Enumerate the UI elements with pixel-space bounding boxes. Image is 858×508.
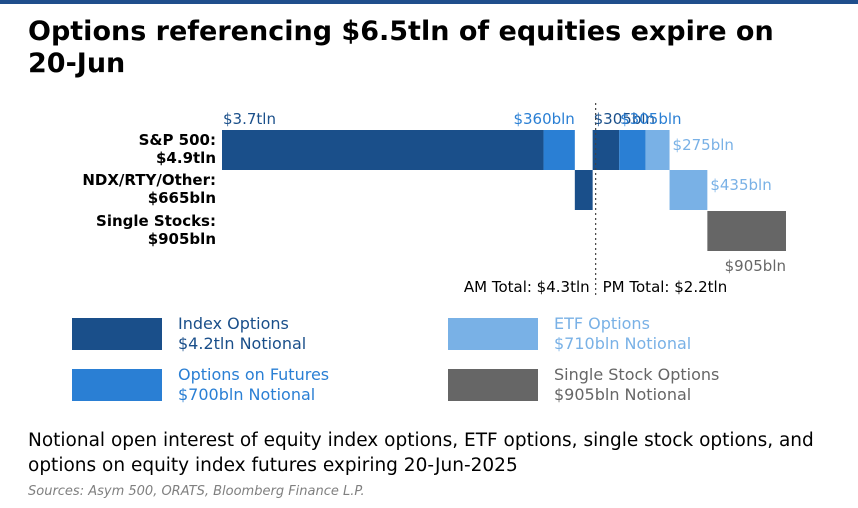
legend-swatch-index-options: [72, 318, 162, 350]
data-label: $435bln: [710, 176, 771, 194]
category-label: S&P 500: $4.9tln: [139, 131, 216, 167]
data-label: $3.7tln: [223, 110, 276, 128]
bar-segment-index-options: [592, 130, 620, 170]
category-label: Single Stocks: $905bln: [96, 212, 216, 248]
legend-swatch-etf-options: [448, 318, 538, 350]
source-note: Sources: Asym 500, ORATS, Bloomberg Fina…: [28, 484, 365, 499]
data-label: $305bln: [594, 110, 655, 128]
data-label: $905bln: [725, 257, 786, 275]
waterfall-chart: S&P 500: $4.9tln NDX/RTY/Other: $665bln Sing…: [82, 100, 786, 298]
legend-notional: $4.2tln Notional: [178, 334, 307, 353]
pm-total-label: PM Total: $2.2tln: [603, 278, 728, 296]
legend-swatch-options-on-futures: [72, 369, 162, 401]
bar-segment-index-options: [222, 130, 544, 170]
legend-item-etf-options: ETF Options $710bln Notional: [554, 314, 691, 354]
legend-label: Single Stock Options: [554, 365, 720, 384]
legend-item-single-stock-options: Single Stock Options $905bln Notional: [554, 365, 719, 405]
bar-segment-options-on-futures: [619, 130, 646, 170]
legend-swatch-single-stock-options: [448, 369, 538, 401]
data-label: $360bln: [513, 110, 574, 128]
chart-title: Options referencing $6.5tln of equities …: [28, 16, 774, 79]
chart-caption: Notional open interest of equity index o…: [28, 430, 814, 476]
category-label: NDX/RTY/Other: $665bln: [82, 171, 216, 207]
legend-notional: $710bln Notional: [554, 334, 692, 353]
am-total-label: AM Total: $4.3tln: [464, 278, 590, 296]
bar-segment-options-on-futures: [543, 130, 575, 170]
legend-label: Index Options: [178, 314, 289, 333]
bar-segment-etf-options: [645, 130, 670, 170]
legend-item-options-on-futures: Options on Futures $700bln Notional: [178, 365, 329, 405]
data-label: $275bln: [673, 136, 734, 154]
legend-notional: $700bln Notional: [178, 385, 316, 404]
legend-label: ETF Options: [554, 314, 650, 333]
bar-segment-etf-options: [669, 170, 708, 210]
top-accent-bar: [0, 0, 858, 4]
bar-segment-index-options: [574, 170, 593, 210]
bar-segment-single-stock-options: [707, 211, 786, 251]
legend-label: Options on Futures: [178, 365, 330, 384]
legend-notional: $905bln Notional: [554, 385, 692, 404]
data-label: $305bln: [620, 110, 681, 128]
legend-item-index-options: Index Options $4.2tln Notional: [178, 314, 306, 354]
